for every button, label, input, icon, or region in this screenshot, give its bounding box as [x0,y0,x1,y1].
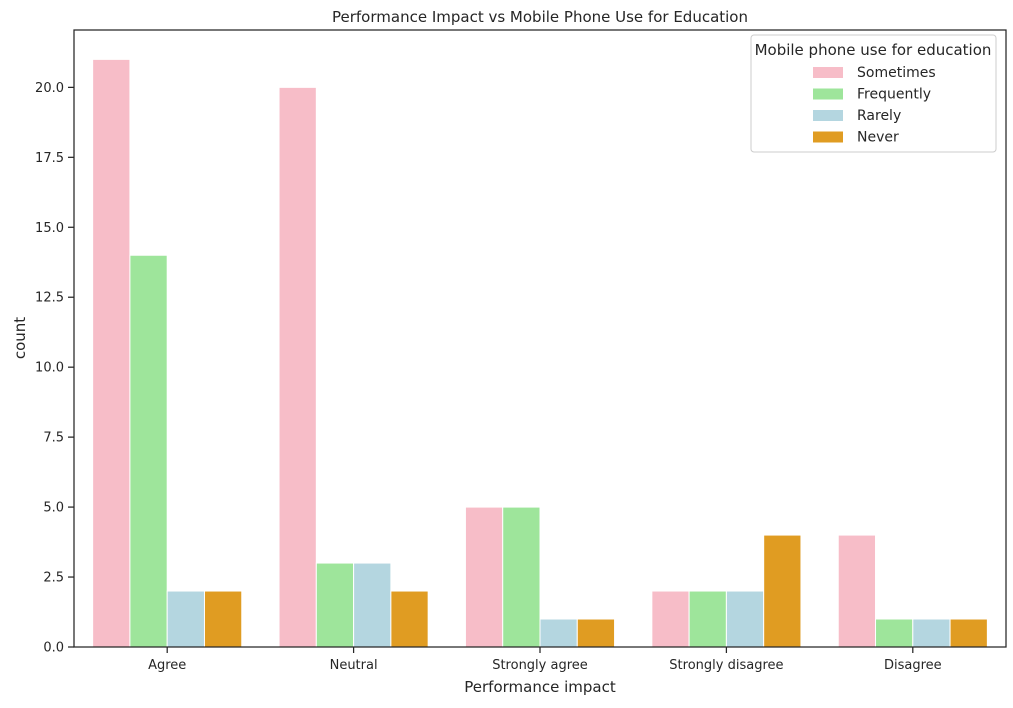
bar-sometimes-disagree [837,534,877,648]
legend-entry-sometimes: Sometimes [857,65,936,81]
legend-swatch-frequently [813,88,843,100]
bar-sometimes-strongly-disagree [651,590,690,648]
bar-sometimes-agree [92,58,131,648]
legend-frame [750,34,997,153]
legend-entry-frequently: Frequently [857,87,931,103]
legend-items: Sometimes Frequently Rarely Never [813,65,936,146]
y-tick-label: 0.0 [43,641,64,656]
legend-swatch-sometimes [813,67,843,78]
bar-never-agree [203,590,243,648]
y-tick-label: 10.0 [35,361,64,376]
bar-rarely-strongly-agree [539,618,578,648]
x-tick-label: Strongly disagree [669,658,783,673]
y-tick-label: 7.5 [43,431,64,446]
bar-rarely-agree [166,590,205,648]
bar-frequently-agree [129,254,168,648]
legend-swatch-rarely [813,110,843,121]
x-tick-label: Agree [148,658,186,673]
bar-never-strongly-disagree [763,534,802,648]
legend-swatch-never [813,131,843,143]
bar-never-disagree [949,618,988,648]
x-tick-label: Strongly agree [492,658,588,673]
bar-rarely-strongly-disagree [725,590,765,648]
bar-frequently-neutral [315,562,355,648]
bar-never-neutral [390,590,429,648]
bar-frequently-strongly-disagree [688,590,727,648]
y-tick-label: 2.5 [43,571,64,586]
chart-title: Performance Impact vs Mobile Phone Use f… [332,8,748,26]
x-tick-label: Disagree [884,658,942,673]
bar-frequently-disagree [875,618,914,648]
bar-sometimes-neutral [278,86,317,648]
legend-entry-rarely: Rarely [857,108,901,124]
y-tick-label: 20.0 [35,81,64,96]
bar-frequently-strongly-agree [502,506,541,648]
legend-title: Mobile phone use for education [755,41,992,59]
legend-entry-never: Never [857,130,899,146]
y-tick-label: 15.0 [35,221,64,236]
y-axis-label: count [11,317,29,359]
bar-rarely-disagree [912,618,951,648]
bar-rarely-neutral [353,562,392,648]
plot-area: 0.0 2.5 5.0 7.5 10.0 12.5 15.0 17.5 20.0 Agree Neu… [35,29,1007,673]
y-tick-label: 12.5 [35,291,64,306]
bar-sometimes-strongly-agree [464,506,504,648]
legend: Mobile phone use for education Sometimes… [750,34,997,153]
y-tick-label: 17.5 [35,151,64,166]
x-tick-label: Neutral [330,658,378,673]
bar-never-strongly-agree [576,618,616,648]
x-axis-label: Performance impact [464,678,616,696]
y-tick-label: 5.0 [43,501,64,516]
